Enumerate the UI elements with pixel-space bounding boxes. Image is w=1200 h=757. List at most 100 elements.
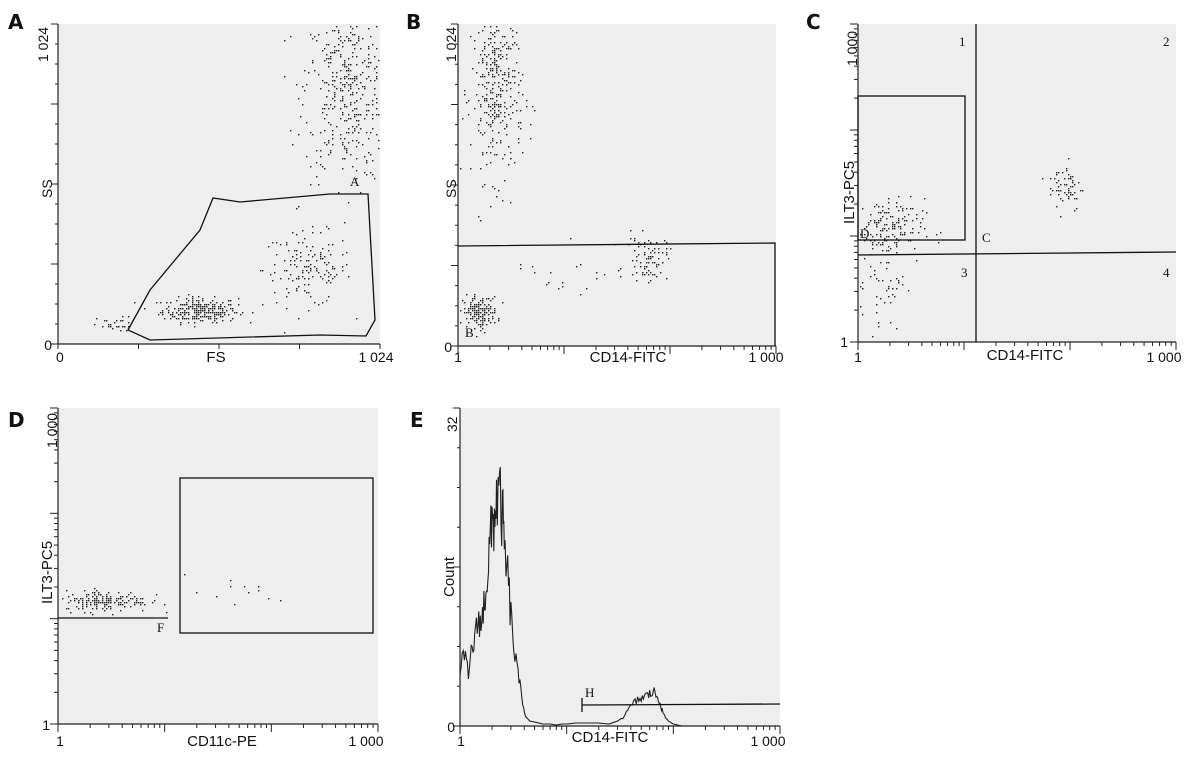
- data-point: [480, 330, 482, 332]
- data-point: [558, 288, 560, 290]
- data-point: [656, 266, 658, 268]
- data-point: [356, 126, 358, 128]
- data-point: [878, 220, 880, 222]
- data-point: [194, 316, 196, 318]
- data-point: [1074, 192, 1076, 194]
- data-point: [194, 322, 196, 324]
- data-point: [892, 288, 894, 290]
- data-point: [104, 606, 106, 608]
- data-point: [332, 268, 334, 270]
- data-point: [490, 124, 492, 126]
- data-point: [534, 110, 536, 112]
- data-point: [340, 118, 342, 120]
- data-point: [466, 312, 468, 314]
- data-point: [898, 226, 900, 228]
- panel-letter-c: C: [806, 10, 821, 34]
- data-point: [206, 316, 208, 318]
- data-point: [316, 40, 318, 42]
- data-point: [632, 274, 634, 276]
- data-point: [170, 314, 172, 316]
- data-point: [1076, 208, 1078, 210]
- data-point: [276, 242, 278, 244]
- data-point: [368, 62, 370, 64]
- data-point: [284, 332, 286, 334]
- data-point: [518, 142, 520, 144]
- data-point: [490, 32, 492, 34]
- data-point: [340, 82, 342, 84]
- data-point: [468, 312, 470, 314]
- data-point: [218, 306, 220, 308]
- data-point: [482, 84, 484, 86]
- data-point: [482, 316, 484, 318]
- data-point: [494, 116, 496, 118]
- data-point: [328, 62, 330, 64]
- data-point: [474, 296, 476, 298]
- data-point: [86, 606, 88, 608]
- data-point: [1070, 178, 1072, 180]
- data-point: [320, 156, 322, 158]
- data-point: [82, 606, 84, 608]
- data-point: [580, 264, 582, 266]
- data-point: [332, 130, 334, 132]
- data-point: [106, 604, 108, 606]
- data-point: [494, 76, 496, 78]
- data-point: [530, 124, 532, 126]
- data-point: [466, 318, 468, 320]
- data-point: [332, 244, 334, 246]
- data-point: [656, 264, 658, 266]
- data-point: [620, 276, 622, 278]
- data-point: [514, 70, 516, 72]
- data-point: [356, 64, 358, 66]
- data-point: [358, 40, 360, 42]
- data-point: [360, 48, 362, 50]
- data-point: [862, 288, 864, 290]
- data-point: [888, 296, 890, 298]
- data-point: [352, 110, 354, 112]
- data-point: [482, 302, 484, 304]
- data-point: [650, 258, 652, 260]
- data-point: [104, 604, 106, 606]
- data-point: [224, 312, 226, 314]
- data-point: [210, 308, 212, 310]
- data-point: [484, 308, 486, 310]
- data-point: [506, 90, 508, 92]
- data-point: [870, 214, 872, 216]
- data-point: [326, 82, 328, 84]
- data-point: [642, 274, 644, 276]
- data-point: [326, 54, 328, 56]
- data-point: [374, 56, 376, 58]
- x-axis-label: CD11c-PE: [187, 733, 257, 750]
- data-point: [328, 58, 330, 60]
- data-point: [884, 238, 886, 240]
- data-point: [376, 134, 378, 136]
- data-point: [860, 286, 862, 288]
- data-point: [354, 108, 356, 110]
- data-point: [232, 318, 234, 320]
- data-point: [1074, 184, 1076, 186]
- data-point: [510, 28, 512, 30]
- data-point: [486, 164, 488, 166]
- data-point: [332, 30, 334, 32]
- data-point: [202, 316, 204, 318]
- data-point: [96, 608, 98, 610]
- data-point: [510, 82, 512, 84]
- data-point: [104, 610, 106, 612]
- data-point: [504, 44, 506, 46]
- data-point: [74, 600, 76, 602]
- data-point: [80, 598, 82, 600]
- data-point: [500, 58, 502, 60]
- data-point: [346, 150, 348, 152]
- data-point: [192, 306, 194, 308]
- data-point: [316, 260, 318, 262]
- data-point: [362, 38, 364, 40]
- data-point: [478, 306, 480, 308]
- data-point: [348, 114, 350, 116]
- data-point: [342, 158, 344, 160]
- data-point: [186, 302, 188, 304]
- data-point: [348, 128, 350, 130]
- data-point: [78, 600, 80, 602]
- data-point: [160, 302, 162, 304]
- data-point: [484, 54, 486, 56]
- data-point: [238, 304, 240, 306]
- data-point: [644, 266, 646, 268]
